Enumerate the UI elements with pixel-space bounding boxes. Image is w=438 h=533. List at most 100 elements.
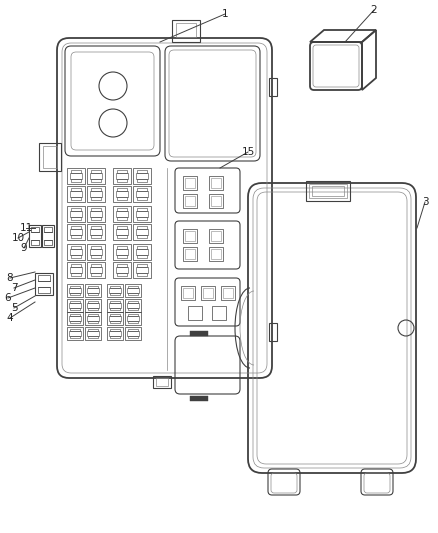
Bar [88, 301, 98, 303]
Bar [183, 247, 197, 261]
Bar [67, 244, 85, 260]
Bar [71, 197, 81, 200]
Bar [221, 286, 235, 300]
Bar [137, 170, 147, 173]
Bar [185, 196, 195, 206]
Bar [109, 288, 121, 293]
Bar [136, 249, 148, 255]
Bar [87, 316, 99, 321]
Bar [88, 314, 98, 316]
Bar [117, 179, 127, 182]
Bar [127, 303, 139, 308]
Bar [44, 227, 52, 232]
Bar [109, 316, 121, 321]
Bar [70, 211, 82, 217]
Bar [43, 146, 57, 168]
Bar [137, 235, 147, 238]
Bar [90, 211, 102, 217]
Bar [117, 188, 127, 191]
Text: 6: 6 [5, 293, 11, 303]
Bar [70, 249, 82, 255]
Bar [39, 143, 61, 171]
Bar [70, 267, 82, 273]
Text: 4: 4 [7, 313, 13, 323]
Bar [91, 170, 101, 173]
Bar [71, 246, 81, 249]
Bar [125, 299, 141, 312]
Bar [125, 284, 141, 297]
Bar [128, 329, 138, 331]
Bar [128, 301, 138, 303]
Bar [116, 229, 128, 235]
Bar [71, 226, 81, 229]
Bar [91, 217, 101, 220]
Bar [211, 178, 221, 188]
Bar [201, 286, 215, 300]
Bar [136, 267, 148, 273]
Bar [309, 184, 347, 198]
Text: 7: 7 [11, 283, 18, 293]
Bar [107, 299, 123, 312]
Bar [87, 262, 105, 278]
Bar [70, 173, 82, 179]
Bar [110, 336, 120, 338]
Bar [136, 229, 148, 235]
Bar [116, 191, 128, 197]
Bar [71, 217, 81, 220]
Bar [69, 316, 81, 321]
Bar [185, 231, 195, 241]
Bar [70, 229, 82, 235]
Bar [31, 227, 39, 232]
Bar [90, 191, 102, 197]
Bar [117, 273, 127, 276]
Bar [70, 286, 80, 288]
Bar [110, 301, 120, 303]
Bar [88, 321, 98, 323]
Bar [137, 264, 147, 267]
Bar [110, 286, 120, 288]
Bar [71, 179, 81, 182]
Bar [67, 312, 83, 325]
Bar [29, 225, 41, 247]
Bar [211, 231, 221, 241]
Bar [209, 176, 223, 190]
Bar [113, 224, 131, 240]
Bar [128, 308, 138, 310]
Bar [87, 244, 105, 260]
Bar [203, 288, 213, 298]
Bar [35, 273, 53, 295]
Text: 9: 9 [21, 243, 27, 253]
Bar [117, 246, 127, 249]
Bar [125, 327, 141, 340]
Bar [107, 284, 123, 297]
Bar [67, 262, 85, 278]
Bar [42, 225, 54, 247]
Bar [116, 173, 128, 179]
Bar [188, 306, 202, 320]
Bar [127, 331, 139, 336]
Bar [133, 186, 151, 202]
Bar [116, 211, 128, 217]
Bar [67, 284, 83, 297]
Bar [133, 168, 151, 184]
Bar [128, 293, 138, 295]
Bar [185, 249, 195, 259]
Bar [91, 197, 101, 200]
Bar [70, 293, 80, 295]
Bar [137, 179, 147, 182]
Bar [71, 188, 81, 191]
Bar [91, 264, 101, 267]
Bar [70, 329, 80, 331]
Bar [90, 249, 102, 255]
Bar [88, 308, 98, 310]
Bar [87, 224, 105, 240]
Bar [136, 173, 148, 179]
Bar [71, 170, 81, 173]
Bar [117, 255, 127, 258]
Bar [183, 288, 193, 298]
Bar [87, 168, 105, 184]
Bar [113, 206, 131, 222]
Bar [190, 331, 208, 336]
Bar [181, 286, 195, 300]
Bar [172, 20, 200, 42]
